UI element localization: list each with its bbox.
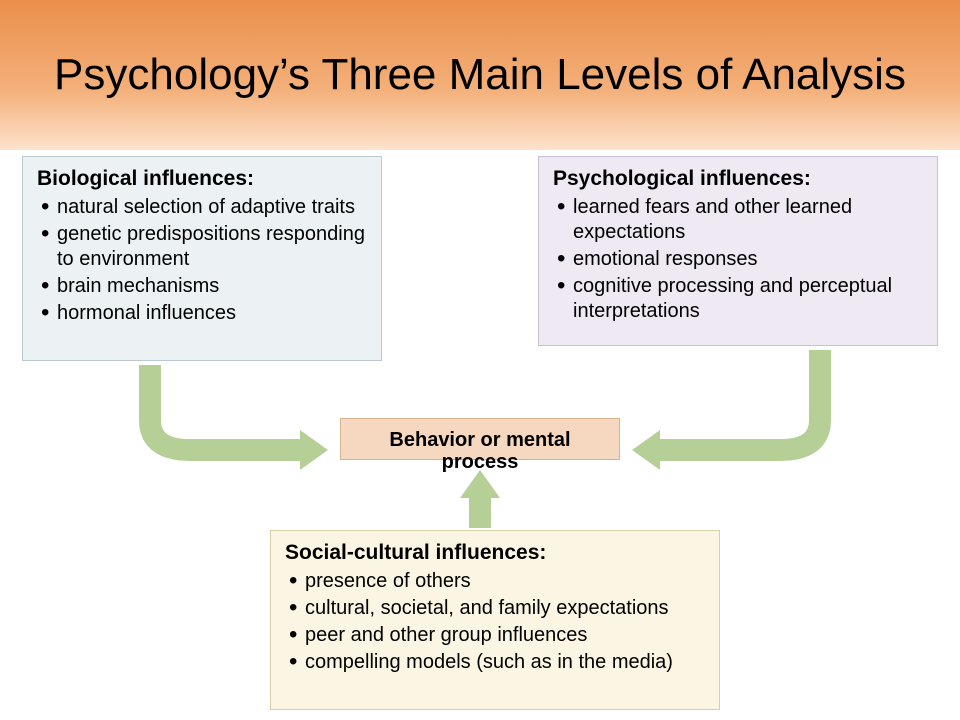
list-item: compelling models (such as in the media) xyxy=(289,650,705,675)
box-psychological: Psychological influences: learned fears … xyxy=(538,156,938,346)
list-item: natural selection of adaptive traits xyxy=(41,195,367,220)
list-item: emotional responses xyxy=(557,247,923,272)
box-psychological-list: learned fears and other learned expectat… xyxy=(553,195,923,324)
list-item: peer and other group influences xyxy=(289,623,705,648)
list-item: genetic predispositions responding to en… xyxy=(41,222,367,272)
box-social-cultural-heading: Social-cultural influences: xyxy=(285,541,705,565)
arrow-from-soc xyxy=(460,470,500,528)
box-social-cultural: Social-cultural influences: presence of … xyxy=(270,530,720,710)
box-psychological-heading: Psychological influences: xyxy=(553,167,923,191)
box-social-cultural-list: presence of otherscultural, societal, an… xyxy=(285,569,705,675)
box-biological: Biological influences: natural selection… xyxy=(22,156,382,361)
box-biological-list: natural selection of adaptive traitsgene… xyxy=(37,195,367,326)
title-band: Psychology’s Three Main Levels of Analys… xyxy=(0,0,960,150)
list-item: cultural, societal, and family expectati… xyxy=(289,596,705,621)
list-item: brain mechanisms xyxy=(41,274,367,299)
list-item: presence of others xyxy=(289,569,705,594)
list-item: learned fears and other learned expectat… xyxy=(557,195,923,245)
box-biological-heading: Biological influences: xyxy=(37,167,367,191)
arrow-from-psych xyxy=(632,350,820,470)
diagram-area: Biological influences: natural selection… xyxy=(0,150,960,720)
page-title: Psychology’s Three Main Levels of Analys… xyxy=(54,50,906,101)
arrow-from-bio xyxy=(150,365,328,470)
center-box: Behavior or mental process xyxy=(340,418,620,460)
list-item: hormonal influences xyxy=(41,301,367,326)
list-item: cognitive processing and perceptual inte… xyxy=(557,274,923,324)
